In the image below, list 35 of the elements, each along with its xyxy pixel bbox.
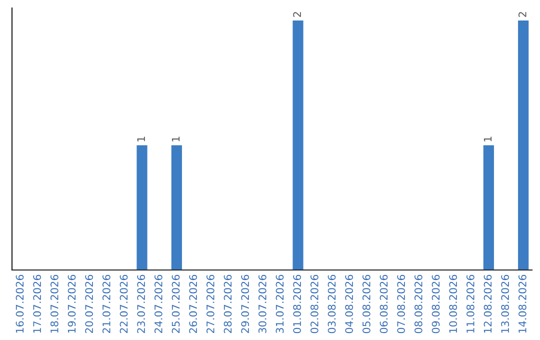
x-tick-label: 05.08.2026	[362, 274, 370, 334]
x-tick-label: 17.07.2026	[33, 274, 42, 333]
x-tick-label: 10.08.2026	[449, 274, 458, 333]
x-tick-label: 21.07.2026	[102, 274, 110, 334]
x-tick-label: 27.07.2026	[206, 274, 214, 334]
x-tick-label: 18.07.2026	[50, 274, 58, 333]
data-label: 2	[293, 12, 301, 17]
x-tick-label: 03.08.2026	[328, 274, 336, 334]
x-tick-label: 07.08.2026	[397, 274, 406, 334]
x-tick-label: 24.07.2026	[154, 274, 162, 334]
x-tick-label: 14.08.2026	[518, 274, 526, 333]
x-tick-label: 01.08.2026	[293, 274, 302, 334]
x-tick-label: 08.08.2026	[414, 274, 422, 334]
x-tick-label: 26.07.2026	[189, 274, 198, 334]
x-tick-label: 31.07.2026	[276, 274, 284, 334]
x-tick-label: 12.08.2026	[484, 274, 492, 333]
x-tick-label: 19.07.2026	[68, 274, 76, 333]
x-tick-label: 30.07.2026	[258, 274, 266, 334]
x-tick-label: 20.07.2026	[85, 274, 94, 334]
data-label: 1	[484, 136, 492, 142]
x-tick-label: 06.08.2026	[380, 274, 388, 334]
data-label: 2	[518, 12, 526, 17]
data-label: 1	[172, 136, 180, 142]
x-tick-label: 09.08.2026	[432, 274, 440, 334]
x-tick-label: 16.07.2026	[16, 274, 24, 333]
x-tick-label: 04.08.2026	[345, 274, 354, 334]
x-tick-label: 22.07.2026	[120, 274, 128, 334]
x-tick-label: 28.07.2026	[224, 274, 232, 334]
x-tick-label: 02.08.2026	[310, 274, 318, 334]
x-tick-label: 25.07.2026	[172, 274, 180, 334]
x-tick-label: 11.08.2026	[466, 274, 474, 333]
x-tick-label: 13.08.2026	[501, 274, 510, 333]
data-label: 1	[137, 136, 145, 142]
x-tick-label: 23.07.2026	[137, 274, 146, 334]
x-tick-label: 29.07.2026	[241, 274, 250, 334]
